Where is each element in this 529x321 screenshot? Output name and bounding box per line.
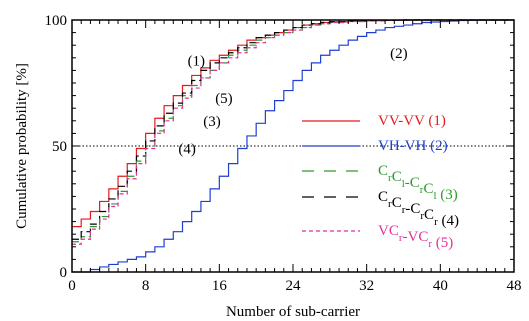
legend-label-2: VH-VH (2)	[378, 138, 448, 154]
y-tick-label: 50	[52, 139, 67, 155]
axis-ticks	[71, 19, 515, 273]
x-tick-label: 40	[433, 278, 448, 294]
y-axis-label: Cumulative probability [%]	[14, 63, 30, 229]
tick-labels: 0 8 16 24 32 40 48 0 50 100	[45, 13, 522, 294]
y-tick-label: 100	[45, 13, 68, 29]
x-tick-label: 8	[142, 278, 150, 294]
x-tick-label: 0	[68, 278, 76, 294]
legend-label-5: VCr-VCr (5)	[378, 223, 453, 251]
legend-label-3: CrCl-CrCl (3)	[378, 163, 458, 203]
y-tick-label: 0	[60, 265, 68, 281]
x-tick-label: 16	[212, 278, 228, 294]
x-tick-label: 24	[286, 278, 302, 294]
legend-label-1: VV-VV (1)	[378, 113, 446, 129]
series-line-3	[72, 19, 514, 243]
legend-label-4: CrCr-CrCr (4)	[378, 189, 459, 229]
legend: VV-VV (1) VH-VH (2) CrCl-CrCl (3)CrCr-CrCr…	[302, 113, 459, 251]
annotation-label: (4)	[178, 142, 196, 158]
annotation-label: (3)	[203, 114, 221, 130]
series-line-4	[72, 19, 514, 240]
x-axis-label: Number of sub-carrier	[226, 304, 360, 320]
x-tick-label: 32	[359, 278, 374, 294]
x-tick-label: 48	[507, 278, 522, 294]
annotation-label: (2)	[390, 46, 408, 62]
series-line-5	[72, 19, 514, 245]
annotation-label: (5)	[215, 91, 233, 107]
curve-annotations: (1) (5) (3) (4) (2)	[178, 46, 407, 158]
annotation-label: (1)	[188, 53, 206, 69]
